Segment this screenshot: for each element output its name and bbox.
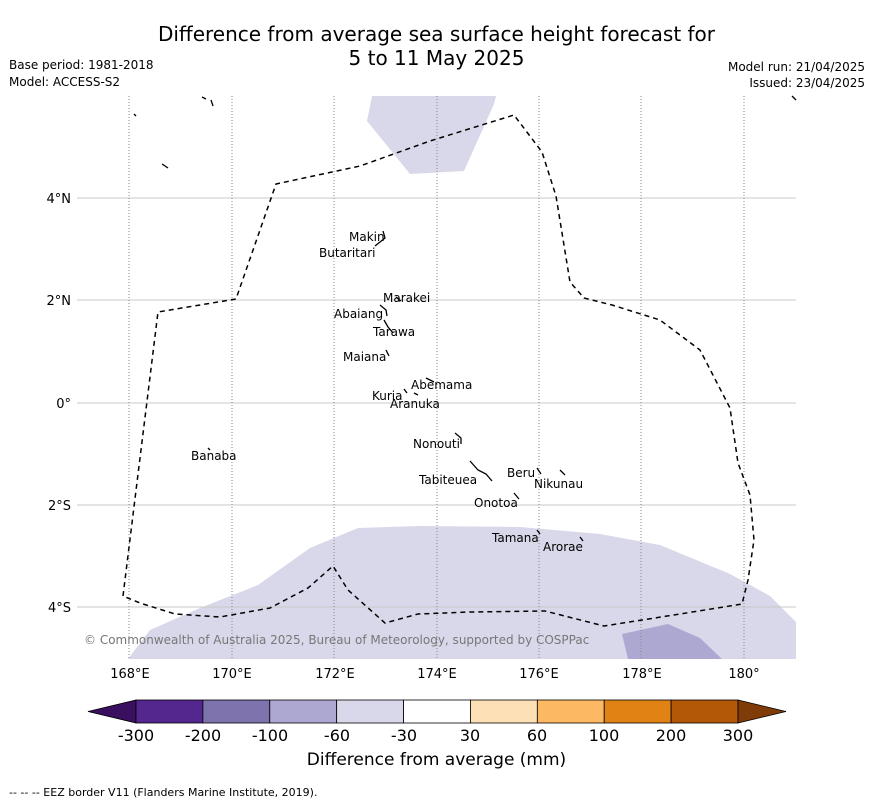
island-shapes [133,95,797,542]
island-label-kuria: Kuria [372,389,403,403]
colorbar-extend-max [737,699,787,724]
longitude-tick-labels: 168°E 170°E 172°E 174°E 176°E 178°E 180° [110,667,759,682]
island-label-abaiang: Abaiang [334,307,383,321]
lon-tick-label: 168°E [110,667,150,682]
island-label-makin: Makin [349,230,385,244]
issued-date: Issued: 23/04/2025 [749,76,865,90]
island-label-tamana: Tamana [491,531,539,545]
longitude-gridlines [128,96,745,659]
lon-tick-label: 180° [728,667,759,682]
island-label-butaritari: Butaritari [319,246,376,260]
island-label-beru: Beru [507,466,535,480]
colorbar-segment [336,699,404,724]
colorbar-tick-label: -300 [118,726,154,745]
colorbar-tick-label: 30 [460,726,480,745]
colorbar-tick-label: -30 [391,726,417,745]
lat-tick-label: 4°N [47,192,72,207]
island-label-aranuka: Aranuka [390,397,440,411]
island-label-marakei: Marakei [383,291,430,305]
colorbar-tick-label: 100 [589,726,620,745]
island-label-tarawa: Tarawa [372,325,415,339]
island-label-onotoa: Onotoa [474,496,518,510]
island-label-banaba: Banaba [191,449,237,463]
lat-tick-label: 2°N [47,294,72,309]
colorbar-tick-label: -60 [324,726,350,745]
lon-tick-label: 174°E [417,667,457,682]
anomaly-region-south [128,526,796,659]
island-labels: Makin Butaritari Marakei Abaiang Tarawa … [191,230,583,554]
colorbar-extend-min [87,699,137,724]
latitude-tick-labels: 4°N 2°N 0° 2°S 4°S [47,192,72,616]
colorbar-tick-label: 200 [656,726,687,745]
forecast-map: Makin Butaritari Marakei Abaiang Tarawa … [47,95,797,745]
lon-tick-label: 170°E [212,667,252,682]
colorbar-tick-label: -100 [252,726,288,745]
colorbar [87,699,787,724]
colorbar-tick-label: 60 [527,726,547,745]
island-label-nonouti: Nonouti [413,437,460,451]
model-name: Model: ACCESS-S2 [9,75,121,89]
eez-footnote: -- -- -- EEZ border V11 (Flanders Marine… [9,786,318,799]
anomaly-region-strong [622,624,722,659]
colorbar-tick-labels: -300 -200 -100 -60 -30 30 60 100 200 300 [118,726,753,745]
colorbar-tick-label: 300 [723,726,754,745]
anomaly-region-north [367,96,496,174]
copyright-notice: © Commonwealth of Australia 2025, Bureau… [84,633,589,647]
lon-tick-label: 178°E [622,667,662,682]
colorbar-segment [470,699,538,724]
model-run: Model run: 21/04/2025 [727,60,865,74]
colorbar-segment [269,699,338,724]
island-label-nikunau: Nikunau [534,477,583,491]
island-label-tabiteuea: Tabiteuea [418,473,477,487]
colorbar-segment [670,699,739,724]
title-line-2: 5 to 11 May 2025 [348,46,525,70]
colorbar-tick-label: -200 [185,726,221,745]
colorbar-segment [403,699,471,724]
base-period: Base period: 1981-2018 [9,58,154,72]
colorbar-segment [603,699,672,724]
island-label-arorae: Arorae [543,540,583,554]
colorbar-label: Difference from average (mm) [306,750,567,770]
colorbar-segment [135,699,204,724]
colorbar-segment [536,699,605,724]
lon-tick-label: 172°E [315,667,355,682]
title-line-1: Difference from average sea surface heig… [157,22,716,46]
lat-tick-label: 2°S [48,499,71,514]
lat-tick-label: 0° [56,397,71,412]
lat-tick-label: 4°S [48,601,71,616]
lon-tick-label: 176°E [519,667,559,682]
eez-border [122,114,755,627]
anomaly-shading [128,96,796,659]
island-label-maiana: Maiana [343,350,386,364]
island-label-abemama: Abemama [411,378,472,392]
colorbar-segment [202,699,271,724]
